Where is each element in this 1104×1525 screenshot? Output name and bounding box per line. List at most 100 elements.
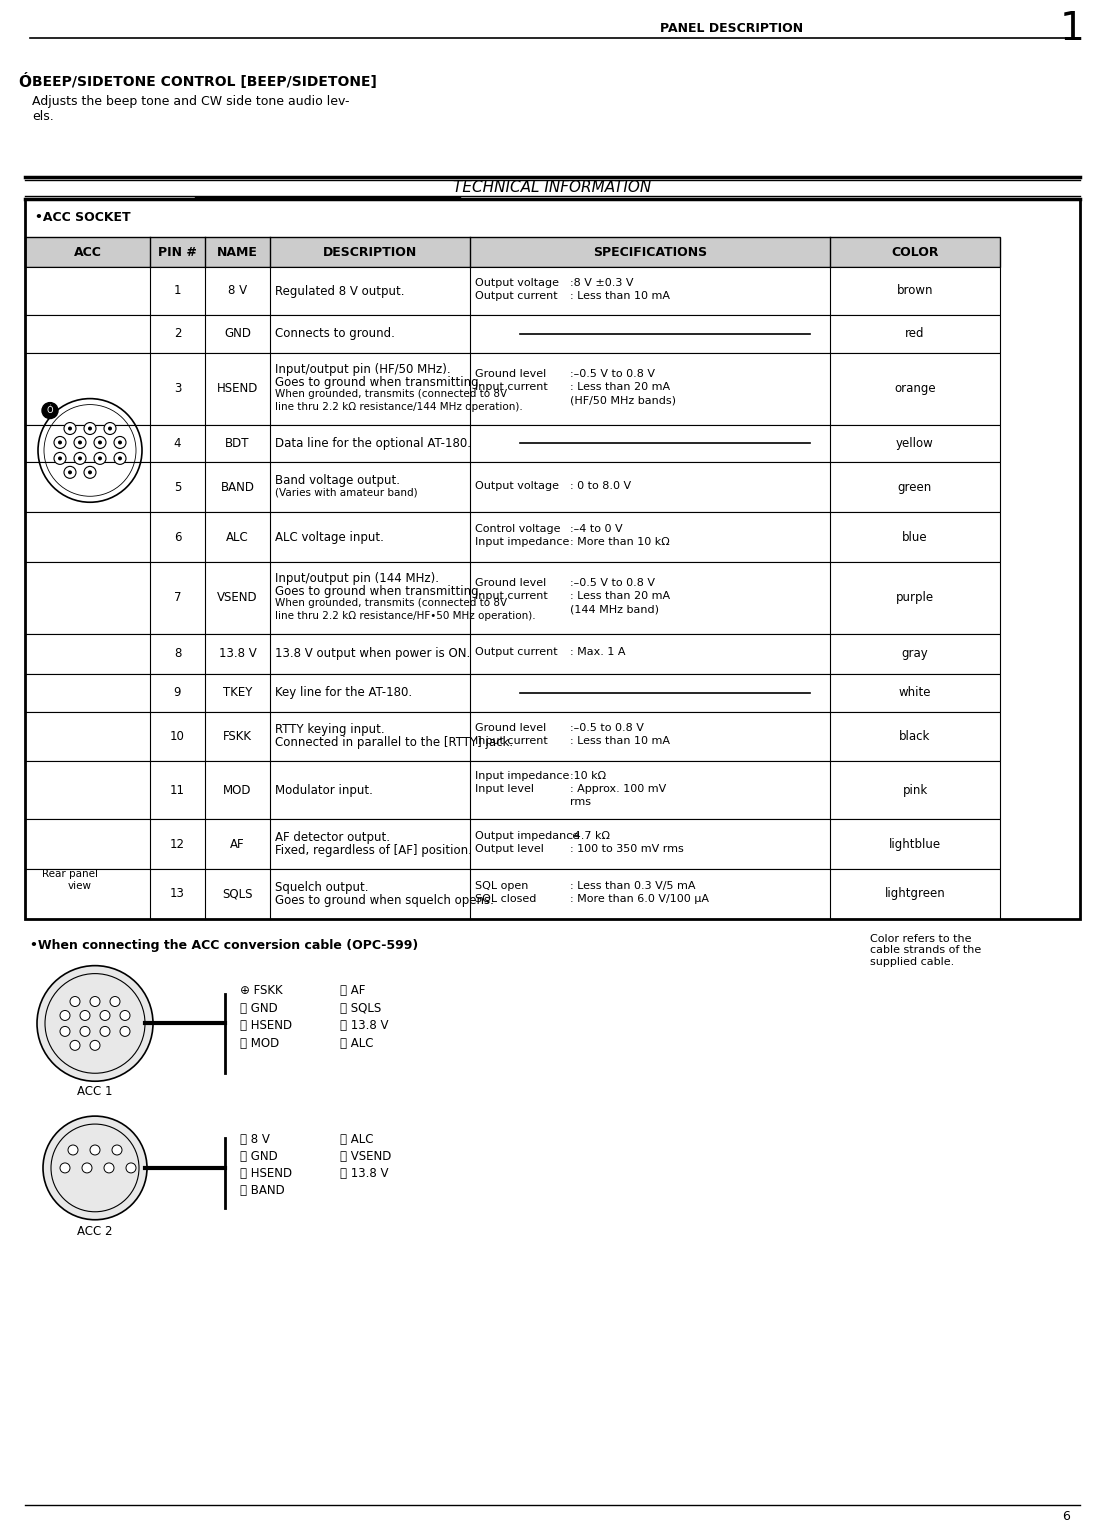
Circle shape (64, 467, 76, 479)
Text: ⒕ 8 V: ⒕ 8 V (240, 1133, 269, 1147)
Text: black: black (900, 730, 931, 743)
Text: 1: 1 (173, 285, 181, 297)
Bar (25, 512, 1000, 563)
Text: Fixed, regardless of [AF] position.: Fixed, regardless of [AF] position. (275, 843, 471, 857)
Text: Output impedance: Output impedance (475, 831, 580, 842)
Circle shape (43, 1116, 147, 1220)
Text: ⒕ ALC: ⒕ ALC (340, 1133, 373, 1147)
Text: 3: 3 (173, 383, 181, 395)
Text: :8 V ±0.3 V: :8 V ±0.3 V (570, 278, 634, 288)
Text: When grounded, transmits (connected to 8V: When grounded, transmits (connected to 8… (275, 598, 507, 608)
Text: 2: 2 (173, 328, 181, 340)
Text: Goes to ground when transmitting.: Goes to ground when transmitting. (275, 375, 482, 389)
Text: Ground level: Ground level (475, 723, 546, 734)
Text: 8: 8 (173, 647, 181, 660)
Text: ⒕ AF: ⒕ AF (340, 984, 365, 996)
Bar (25, 712, 1000, 761)
Circle shape (64, 422, 76, 435)
Circle shape (60, 1164, 70, 1173)
Text: Regulated 8 V output.: Regulated 8 V output. (275, 285, 404, 297)
Text: :–0.5 V to 0.8 V: :–0.5 V to 0.8 V (570, 578, 655, 589)
Text: •ACC SOCKET: •ACC SOCKET (35, 212, 130, 224)
Text: Connected in parallel to the [RTTY] jack.: Connected in parallel to the [RTTY] jack… (275, 737, 513, 749)
Bar (25, 563, 1000, 634)
Text: ⒖ GND: ⒖ GND (240, 1002, 278, 1014)
Text: BDT: BDT (225, 438, 250, 450)
Text: ⒕ SQLS: ⒕ SQLS (340, 1002, 381, 1014)
Text: 8 V: 8 V (227, 285, 247, 297)
Text: : Max. 1 A: : Max. 1 A (570, 647, 626, 657)
Circle shape (91, 1040, 100, 1051)
Text: : 100 to 350 mV rms: : 100 to 350 mV rms (570, 843, 683, 854)
Text: line thru 2.2 kΩ resistance/HF•50 MHz operation).: line thru 2.2 kΩ resistance/HF•50 MHz op… (275, 612, 535, 621)
Text: Ground level: Ground level (475, 369, 546, 380)
Circle shape (118, 456, 123, 461)
Text: : Less than 20 mA: : Less than 20 mA (570, 592, 670, 601)
Text: Ó: Ó (18, 75, 31, 90)
Text: Output current: Output current (475, 647, 558, 657)
Circle shape (59, 456, 62, 461)
Circle shape (88, 470, 92, 474)
Text: Data line for the optional AT-180.: Data line for the optional AT-180. (275, 438, 471, 450)
Circle shape (94, 436, 106, 448)
Text: :–0.5 to 0.8 V: :–0.5 to 0.8 V (570, 723, 644, 734)
Text: lightgreen: lightgreen (884, 888, 945, 900)
Bar (25, 819, 1000, 869)
Circle shape (54, 436, 66, 448)
Text: Ó: Ó (46, 406, 53, 415)
Bar (25, 352, 1000, 424)
Bar (25, 267, 1000, 314)
Text: blue: blue (902, 531, 927, 543)
Text: 1: 1 (1060, 11, 1085, 47)
Circle shape (114, 436, 126, 448)
Text: Input current: Input current (475, 737, 548, 746)
Text: Key line for the AT-180.: Key line for the AT-180. (275, 686, 412, 698)
Circle shape (98, 441, 102, 444)
Text: Control voltage: Control voltage (475, 525, 561, 534)
Text: GND: GND (224, 328, 251, 340)
Circle shape (59, 441, 62, 444)
Bar (25, 634, 1000, 674)
Text: : Less than 10 mA: : Less than 10 mA (570, 291, 670, 300)
Text: Band voltage output.: Band voltage output. (275, 474, 400, 488)
Circle shape (98, 456, 102, 461)
Text: purple: purple (896, 592, 934, 604)
Circle shape (110, 996, 120, 1006)
Bar (25, 200, 1080, 918)
Text: ACC 1: ACC 1 (77, 1086, 113, 1098)
Text: ALC voltage input.: ALC voltage input. (275, 531, 384, 543)
Text: RTTY keying input.: RTTY keying input. (275, 723, 384, 737)
Text: Input current: Input current (475, 383, 548, 392)
Text: 5: 5 (173, 480, 181, 494)
Text: ALC: ALC (226, 531, 248, 543)
Circle shape (74, 436, 86, 448)
Text: Squelch output.: Squelch output. (275, 881, 369, 894)
Circle shape (118, 441, 123, 444)
Circle shape (91, 1145, 100, 1154)
Text: PANEL DESCRIPTION: PANEL DESCRIPTION (660, 21, 803, 35)
Bar (25, 674, 1000, 712)
Text: SPECIFICATIONS: SPECIFICATIONS (593, 246, 707, 259)
Circle shape (104, 1164, 114, 1173)
Text: green: green (898, 480, 932, 494)
Text: Connects to ground.: Connects to ground. (275, 328, 395, 340)
Text: pink: pink (902, 784, 927, 796)
Text: NAME: NAME (217, 246, 258, 259)
Circle shape (68, 1145, 78, 1154)
Circle shape (108, 427, 112, 430)
Text: Input/output pin (144 MHz).: Input/output pin (144 MHz). (275, 572, 439, 586)
Text: ⒕ ALC: ⒕ ALC (340, 1037, 373, 1051)
Text: 4: 4 (173, 438, 181, 450)
Bar (25, 424, 1000, 462)
Circle shape (42, 403, 59, 418)
Text: DESCRIPTION: DESCRIPTION (322, 246, 417, 259)
Text: •When connecting the ACC conversion cable (OPC-599): •When connecting the ACC conversion cabl… (30, 939, 418, 952)
Circle shape (104, 422, 116, 435)
Bar (25, 761, 1000, 819)
Text: white: white (899, 686, 932, 698)
Text: ACC 2: ACC 2 (77, 1225, 113, 1238)
Text: :4.7 kΩ: :4.7 kΩ (570, 831, 611, 842)
Text: HSEND: HSEND (216, 383, 258, 395)
Text: ACC: ACC (74, 246, 102, 259)
Circle shape (91, 996, 100, 1006)
